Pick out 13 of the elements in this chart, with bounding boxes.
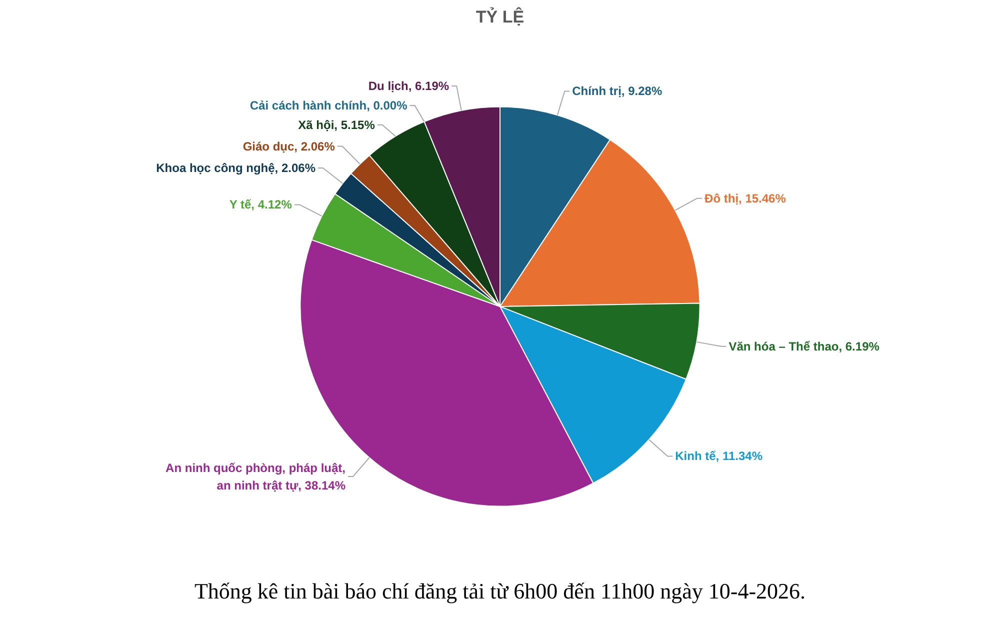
slice-label: Chính trị, 9.28% xyxy=(572,84,662,98)
chart-title: TỶ LỆ xyxy=(476,6,524,26)
slice-label: Văn hóa – Thể thao, 6.19% xyxy=(728,339,880,354)
slice-label: Du lịch, 6.19% xyxy=(368,78,450,93)
slice-label: Xã hội, 5.15% xyxy=(298,118,376,132)
slice-label: Đô thị, 15.46% xyxy=(704,191,786,206)
legend-label: Cải cách hành chính, 0.00% xyxy=(250,98,408,112)
slice-label: An ninh quốc phòng, pháp luật, an ninh trật tự, 38.14% xyxy=(166,460,346,492)
text: Thống kê tin bài báo chí đăng tải từ 6h00 đến 11h00 ngày 10-4-2026. xyxy=(194,578,806,604)
slice-label: Giáo dục, 2.06% xyxy=(242,139,336,154)
slice-label: Y tế, 4.12% xyxy=(229,198,292,212)
slice-label: Kinh tế, 11.34% xyxy=(675,449,763,464)
slice-label: Khoa học công nghệ, 2.06% xyxy=(156,160,316,175)
